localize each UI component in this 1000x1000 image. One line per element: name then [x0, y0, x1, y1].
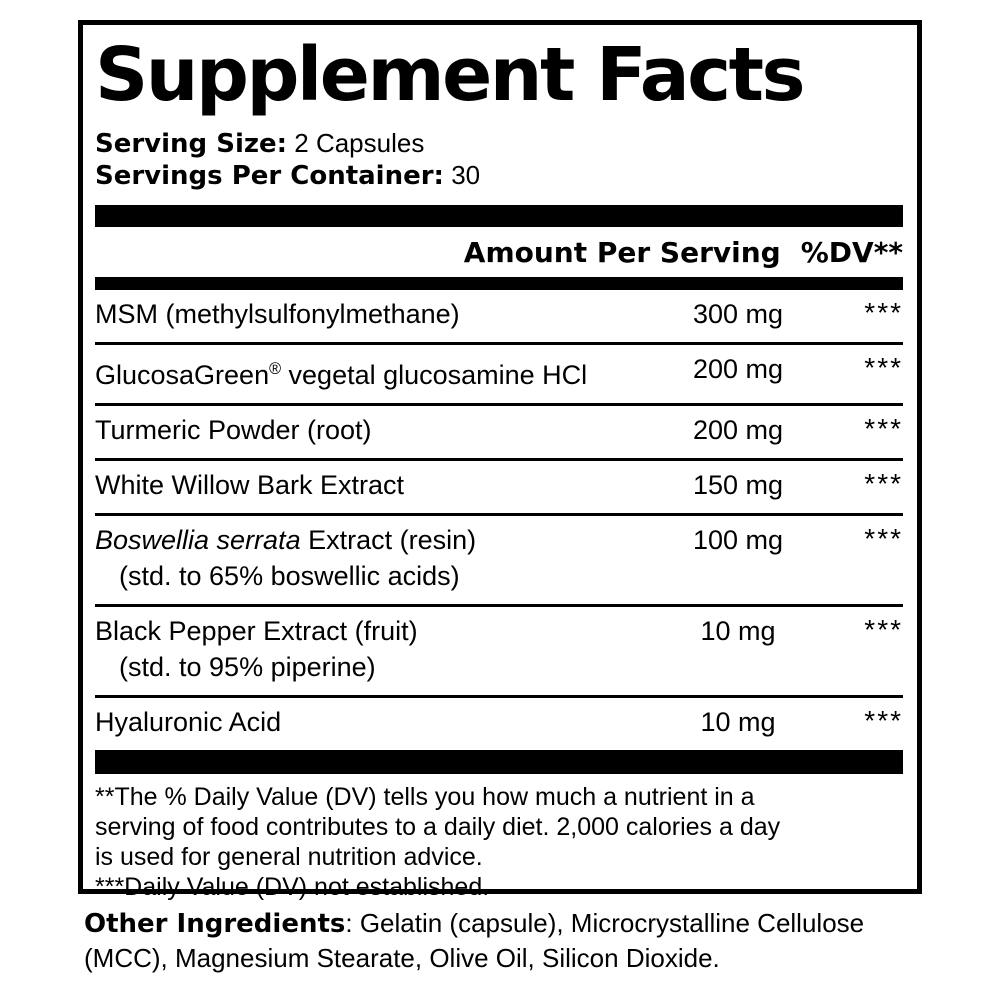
ingredient-amount: 10 mg [700, 707, 776, 737]
servings-per-container-line: Servings Per Container: 30 [95, 160, 903, 192]
ingredient-amount: 150 mg [692, 470, 784, 500]
ingredient-amount: 200 mg [692, 354, 784, 384]
ingredient-subnote: (std. to 95% piperine) [119, 652, 376, 682]
separator-bar-header [95, 277, 903, 290]
ingredient-rows: MSM (methylsulfonylmethane) 300 mg *** Gluc… [95, 290, 903, 750]
ingredient-row: MSM (methylsulfonylmethane) 300 mg *** [95, 290, 903, 345]
other-ingredients-line-1: Other Ingredients: Gelatin (capsule), Mi… [84, 906, 964, 941]
footnote-line: serving of food contributes to a daily d… [95, 813, 781, 841]
ingredient-row: Boswellia serrata Extract (resin) 100 mg *… [95, 516, 903, 607]
ingredient-row: Black Pepper Extract (fruit) 10 mg *** (std… [95, 607, 903, 698]
ingredient-name: GlucosaGreen® vegetal glucosamine HCl [95, 360, 588, 390]
serving-size-line: Serving Size: 2 Capsules [95, 128, 903, 160]
ingredient-subnote: (std. to 65% boswellic acids) [119, 561, 460, 591]
servings-per-container-label: Servings Per Container: [95, 161, 444, 191]
supplement-facts-panel: Supplement Facts Serving Size: 2 Capsule… [78, 20, 922, 901]
footnote: **The % Daily Value (DV) tells you how m… [95, 774, 903, 902]
footnote-line: is used for general nutrition advice. [95, 843, 483, 871]
ingredient-row: Turmeric Powder (root) 200 mg *** [95, 406, 903, 461]
column-header-row: Amount Per Serving %DV** [95, 227, 903, 277]
ingredient-name: Black Pepper Extract (fruit) [95, 616, 418, 646]
footnote-line: ***Daily Value (DV) not established. [95, 873, 490, 901]
ingredient-dv: *** [864, 352, 903, 383]
amount-per-serving-header: Amount Per Serving [463, 236, 781, 269]
serving-size-value: 2 Capsules [294, 128, 425, 158]
other-ingredients-line-2: (MCC), Magnesium Stearate, Olive Oil, Si… [84, 943, 720, 973]
ingredient-dv: *** [864, 468, 903, 499]
ingredient-row: GlucosaGreen® vegetal glucosamine HCl 200… [95, 345, 903, 406]
registered-trademark-symbol: ® [269, 360, 282, 378]
ingredient-amount: 200 mg [692, 415, 784, 445]
ingredient-dv: *** [864, 705, 903, 736]
dv-header: %DV** [800, 236, 903, 269]
ingredient-name: White Willow Bark Extract [95, 470, 405, 500]
ingredient-amount: 100 mg [692, 525, 784, 555]
ingredient-row: White Willow Bark Extract 150 mg *** [95, 461, 903, 516]
serving-size-label: Serving Size: [95, 129, 288, 159]
ingredient-name: Turmeric Powder (root) [95, 415, 372, 445]
separator-bar-top [95, 205, 903, 227]
ingredient-dv: *** [864, 614, 903, 645]
other-ingredients-text-1: : Gelatin (capsule), Microcrystalline Ce… [345, 908, 865, 938]
ingredient-dv: *** [864, 523, 903, 554]
separator-bar-bottom [95, 750, 903, 774]
ingredient-name: Hyaluronic Acid [95, 707, 282, 737]
ingredient-amount: 10 mg [700, 616, 776, 646]
ingredient-row: Hyaluronic Acid 10 mg *** [95, 698, 903, 750]
other-ingredients-section: Other Ingredients: Gelatin (capsule), Mi… [84, 906, 964, 975]
ingredient-name: MSM (methylsulfonylmethane) [95, 299, 460, 329]
panel-title: Supplement Facts [95, 32, 806, 118]
servings-per-container-value: 30 [451, 160, 481, 190]
ingredient-dv: *** [864, 297, 903, 328]
ingredient-amount: 300 mg [692, 299, 784, 329]
footnote-line: **The % Daily Value (DV) tells you how m… [95, 783, 755, 811]
ingredient-dv: *** [864, 413, 903, 444]
ingredient-name: Boswellia serrata Extract (resin) [95, 525, 477, 555]
other-ingredients-label: Other Ingredients [84, 909, 346, 939]
